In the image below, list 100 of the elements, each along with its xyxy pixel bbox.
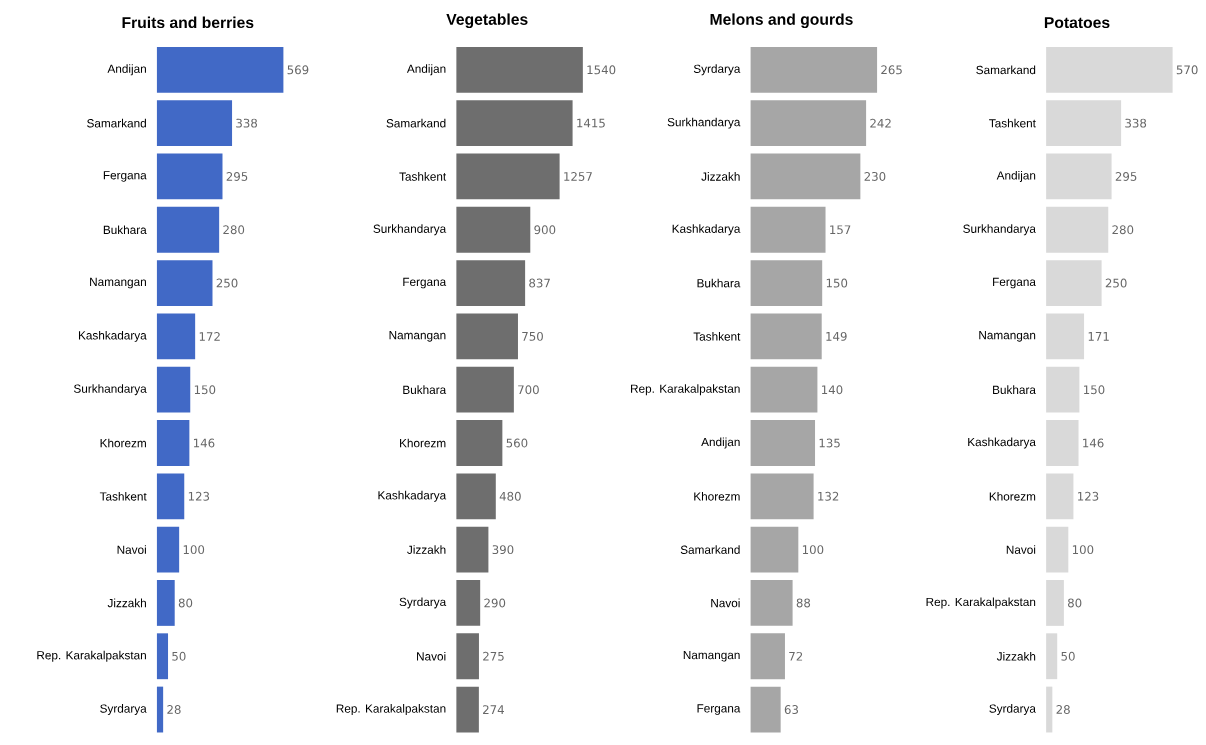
data-label: 265 <box>881 65 902 75</box>
bar <box>1046 526 1069 573</box>
y-tick-label: Surkhandarya <box>373 224 447 236</box>
data-label: 1257 <box>564 171 592 181</box>
bar <box>750 260 823 306</box>
data-label: 338 <box>236 118 258 128</box>
bar <box>156 260 213 306</box>
y-tick-label: Khorezm <box>989 491 1036 501</box>
y-tick-label: Tashkent <box>399 172 447 181</box>
bar <box>750 313 822 360</box>
data-label: 88 <box>796 598 811 608</box>
data-label: 146 <box>193 438 215 448</box>
y-tick-label: Andijan <box>701 437 740 449</box>
data-label: 123 <box>1078 491 1099 501</box>
bar <box>750 686 781 733</box>
y-tick-label: Samarkand <box>87 118 146 128</box>
bar <box>456 206 531 253</box>
data-label: 570 <box>1176 65 1198 75</box>
y-tick-label: Andijan <box>107 64 146 76</box>
bar <box>156 419 190 466</box>
y-tick-label: Rep. Karakalpakstan <box>926 597 1036 609</box>
bar <box>456 100 573 146</box>
y-tick-label: Kashkadarya <box>78 330 147 342</box>
y-tick-label: Rep. Karakalpakstan <box>336 703 446 715</box>
data-label: 146 <box>1083 438 1104 448</box>
data-label: 149 <box>826 331 847 341</box>
data-label: 569 <box>287 65 309 75</box>
y-tick-label: Khorezm <box>400 438 446 448</box>
data-label: 80 <box>178 598 193 608</box>
bar <box>750 206 826 253</box>
y-tick-label: Jizzakh <box>407 545 446 554</box>
data-label: 230 <box>864 171 886 181</box>
y-tick-label: Rep. Karakalpakstan <box>37 650 146 662</box>
data-label: 750 <box>522 331 543 341</box>
data-label: 338 <box>1125 118 1147 128</box>
bar <box>750 473 814 520</box>
data-label: 295 <box>1115 171 1137 181</box>
bar <box>156 526 180 573</box>
y-tick-label: Namangan <box>90 277 146 289</box>
chart-title: Melons and gourds <box>710 13 853 28</box>
bar <box>1046 473 1074 520</box>
bar <box>156 100 233 146</box>
y-tick-label: Navoi <box>711 598 740 608</box>
bar <box>1046 46 1173 93</box>
data-label: 100 <box>1072 545 1094 554</box>
bar <box>1046 686 1053 733</box>
bar <box>1046 153 1112 200</box>
y-tick-label: Andijan <box>406 64 446 76</box>
data-label: 135 <box>819 438 840 448</box>
y-tick-label: Kashkadarya <box>378 490 447 502</box>
bar <box>156 313 196 360</box>
data-label: 157 <box>830 225 851 235</box>
data-label: 1540 <box>587 65 616 75</box>
bar <box>456 686 479 733</box>
y-tick-label: Bukhara <box>993 385 1036 394</box>
data-label: 274 <box>483 705 504 714</box>
y-tick-label: Tashkent <box>99 491 147 501</box>
y-tick-label: Fergana <box>103 171 147 182</box>
bar <box>456 153 560 200</box>
data-label: 560 <box>506 438 528 448</box>
data-label: 50 <box>1061 651 1075 661</box>
y-tick-label: Khorezm <box>694 491 740 501</box>
bar <box>456 366 514 413</box>
bar <box>156 579 175 626</box>
y-tick-label: Khorezm <box>100 438 146 448</box>
data-label: 250 <box>1105 278 1127 288</box>
y-tick-label: Navoi <box>117 545 146 554</box>
y-tick-label: Syrdarya <box>989 703 1036 715</box>
bar <box>456 579 481 626</box>
y-tick-label: Rep. Karakalpakstan <box>631 384 740 396</box>
y-tick-label: Tashkent <box>989 118 1036 128</box>
data-label: 150 <box>194 385 216 395</box>
data-label: 280 <box>223 225 245 235</box>
y-tick-label: Kashkadarya <box>672 224 741 236</box>
chart-title: Potatoes <box>1044 17 1110 28</box>
bar <box>456 633 479 680</box>
bar <box>456 526 489 573</box>
bar <box>156 686 164 733</box>
bar <box>156 473 185 520</box>
y-tick-label: Syrdarya <box>693 64 741 76</box>
data-label: 100 <box>802 545 824 554</box>
bar <box>156 153 223 200</box>
y-tick-label: Navoi <box>1006 545 1036 554</box>
bar <box>456 46 583 93</box>
y-tick-label: Samarkand <box>976 65 1036 75</box>
chart-title: Fruits and berries <box>122 16 254 28</box>
data-label: 171 <box>1088 332 1109 341</box>
y-tick-label: Surkhandarya <box>963 224 1036 236</box>
data-label: 63 <box>784 705 799 714</box>
data-label: 150 <box>826 278 848 288</box>
bar <box>750 526 799 573</box>
bar <box>1046 206 1109 253</box>
data-label: 50 <box>172 651 186 661</box>
y-tick-label: Bukhara <box>403 385 447 394</box>
data-label: 140 <box>822 385 843 395</box>
bar <box>750 366 818 413</box>
y-tick-label: Andijan <box>996 170 1036 182</box>
bar <box>750 579 793 626</box>
bar <box>456 419 503 466</box>
bar <box>1046 313 1085 360</box>
